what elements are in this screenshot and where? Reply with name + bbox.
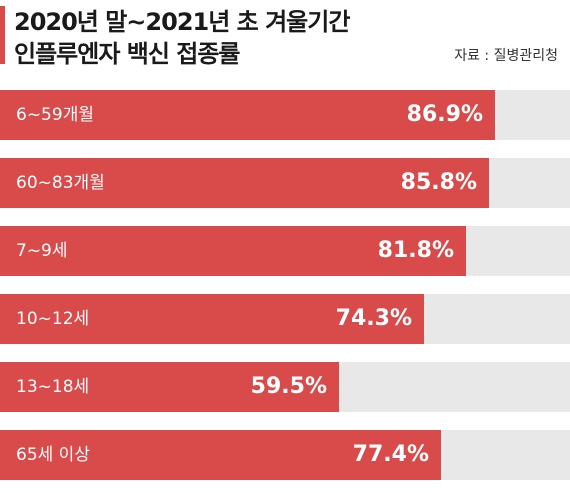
bar-row: 65세 이상 77.4% (0, 430, 570, 480)
bar-row: 13~18세 59.5% (0, 362, 570, 412)
source-note: 자료 : 질병관리청 (454, 48, 558, 64)
data-label: 86.9% (406, 102, 483, 127)
data-label: 81.8% (377, 238, 454, 263)
category-label: 65세 이상 (16, 445, 90, 465)
category-label: 10~12세 (16, 309, 90, 329)
bar-row: 60~83개월 85.8% (0, 158, 570, 208)
data-label: 59.5% (250, 374, 327, 399)
bar (0, 90, 495, 140)
bar (0, 158, 489, 208)
bar (0, 430, 441, 480)
bar-row: 6~59개월 86.9% (0, 90, 570, 140)
chart-title-line1: 2020년 말~2021년 초 겨울기간 (14, 8, 350, 36)
data-label: 74.3% (335, 306, 412, 331)
chart-title-line2: 인플루엔자 백신 접종률 (14, 40, 241, 68)
category-label: 6~59개월 (16, 105, 94, 125)
title-accent-bar (0, 6, 5, 64)
data-label: 77.4% (352, 442, 429, 467)
bar-row: 10~12세 74.3% (0, 294, 570, 344)
category-label: 7~9세 (16, 241, 68, 261)
data-label: 85.8% (400, 170, 477, 195)
category-label: 60~83개월 (16, 173, 105, 193)
bar (0, 294, 424, 344)
bar (0, 362, 339, 412)
bar (0, 226, 466, 276)
bar-row: 7~9세 81.8% (0, 226, 570, 276)
category-label: 13~18세 (16, 377, 90, 397)
